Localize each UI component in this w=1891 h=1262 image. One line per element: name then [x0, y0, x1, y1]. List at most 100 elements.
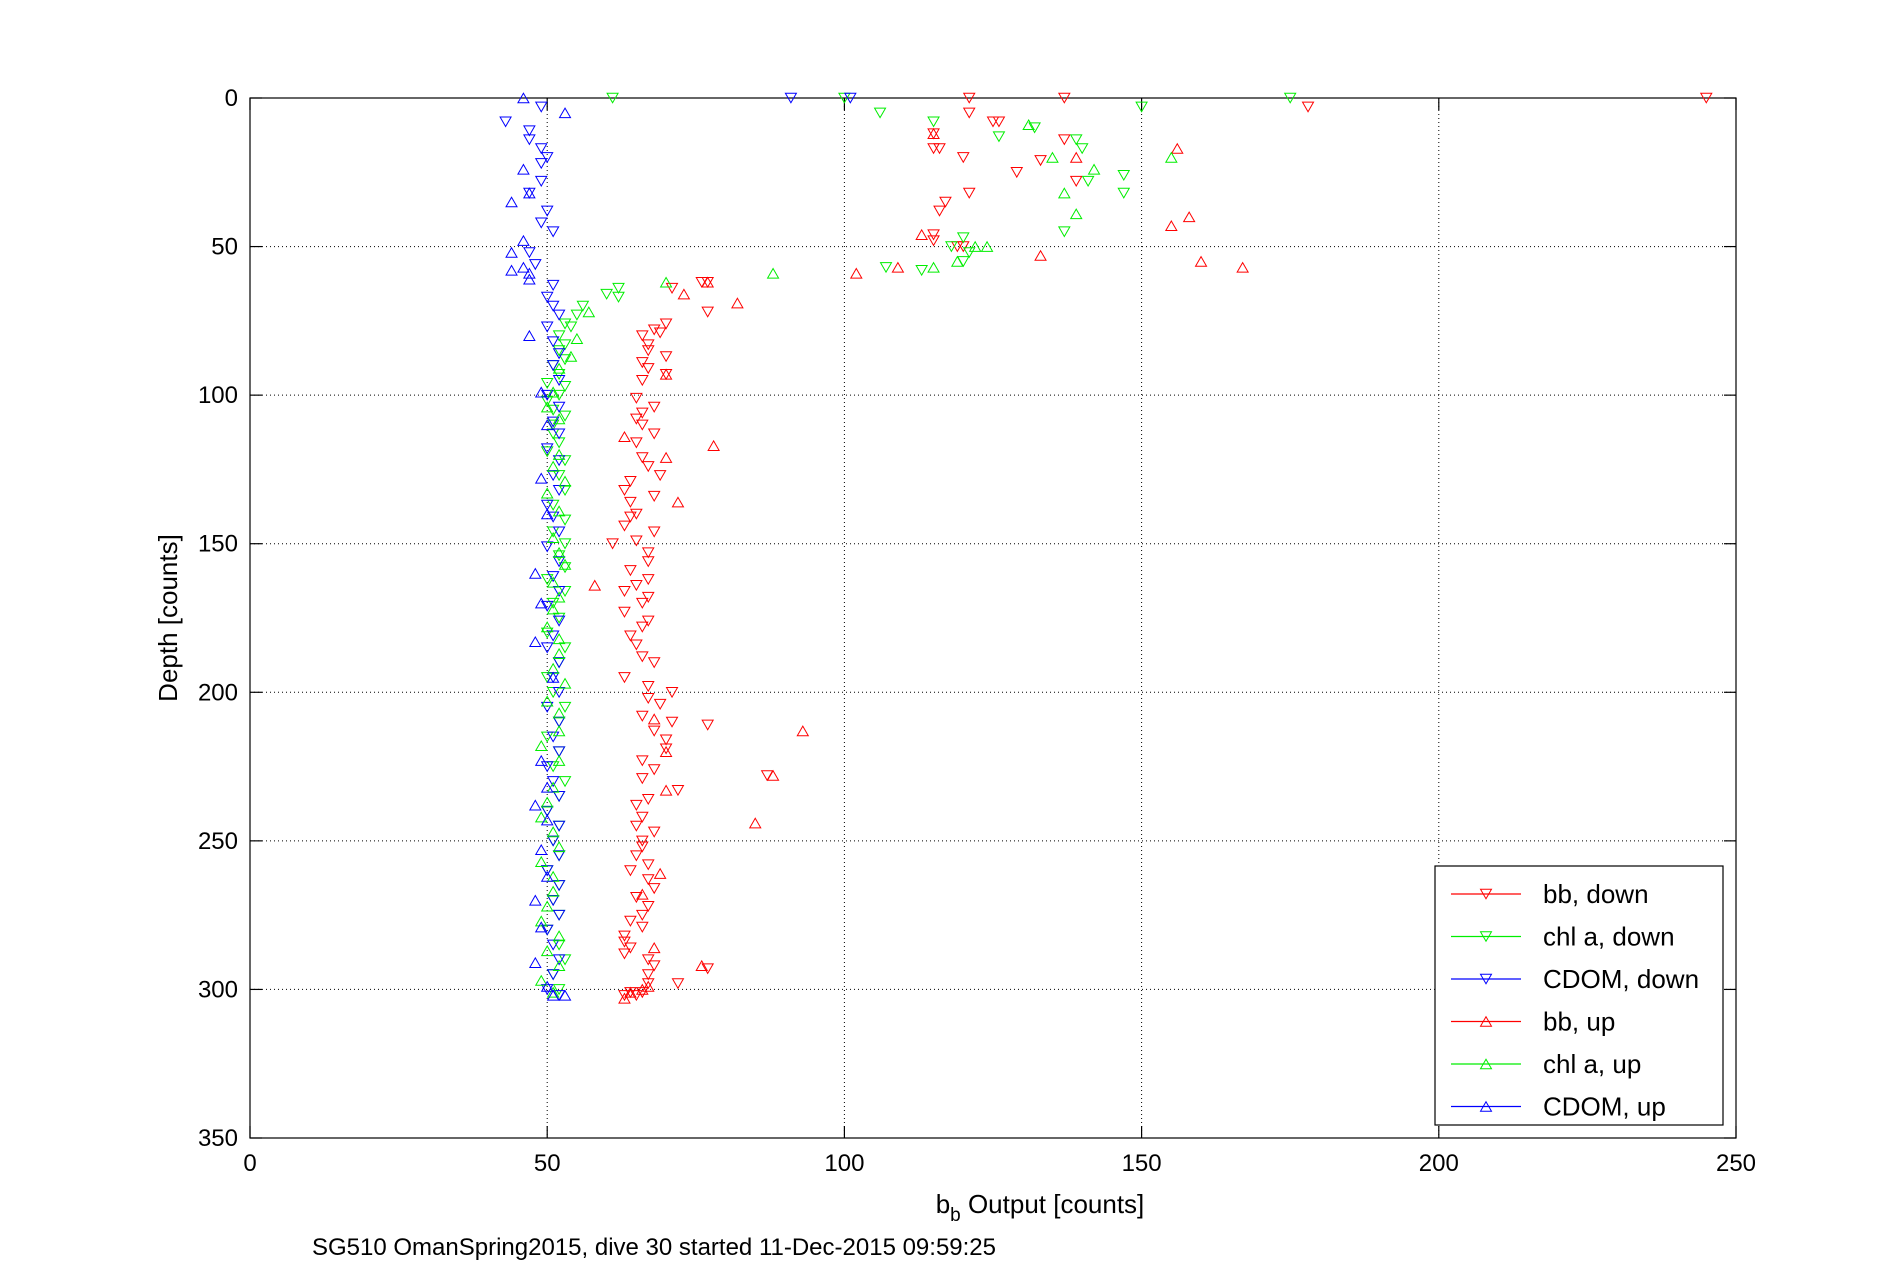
data-point — [588, 579, 602, 591]
data-point — [635, 357, 649, 369]
data-point — [552, 909, 566, 921]
data-point — [546, 531, 560, 544]
data-point — [534, 143, 548, 155]
data-point — [499, 116, 512, 128]
data-point — [635, 407, 649, 419]
data-point — [546, 989, 560, 1001]
legend-marker — [1479, 973, 1493, 985]
data-point — [618, 585, 631, 598]
data-point — [534, 101, 548, 113]
data-point — [891, 261, 905, 273]
data-point — [1236, 261, 1250, 273]
data-point — [540, 695, 554, 707]
data-point — [629, 535, 643, 547]
data-point — [1194, 255, 1208, 267]
data-point — [534, 855, 548, 867]
data-point — [540, 487, 554, 499]
data-point — [641, 339, 655, 351]
data-point — [552, 550, 566, 562]
data-point — [659, 368, 673, 380]
data-point — [552, 348, 566, 360]
data-point — [933, 143, 946, 155]
data-point — [962, 247, 976, 259]
data-point — [606, 538, 619, 550]
y-tick-label: 250 — [198, 828, 238, 855]
x-tick-label: 0 — [243, 1150, 256, 1177]
legend-box — [1434, 865, 1724, 1126]
data-point — [677, 288, 691, 300]
data-point — [540, 321, 554, 333]
data-point — [546, 776, 560, 788]
data-point — [540, 761, 554, 773]
data-point — [766, 267, 780, 279]
data-point — [635, 811, 649, 823]
data-point — [618, 948, 631, 960]
plot-frame — [249, 97, 1737, 1139]
data-point — [915, 228, 929, 240]
data-point — [546, 731, 560, 743]
x-tick-label: 250 — [1716, 1150, 1756, 1177]
data-point — [552, 448, 566, 460]
data-point — [915, 265, 929, 277]
data-point — [558, 538, 572, 550]
data-point — [1034, 249, 1047, 261]
data-point — [546, 895, 560, 907]
data-point — [552, 820, 566, 832]
data-point — [528, 259, 542, 271]
data-point — [927, 261, 940, 273]
data-point — [534, 739, 548, 752]
data-point — [635, 888, 649, 900]
data-point — [534, 974, 548, 986]
legend-label: chl a, down — [1543, 922, 1675, 952]
data-point — [986, 116, 1000, 128]
data-point — [576, 300, 590, 312]
data-point — [1182, 211, 1196, 223]
data-point — [552, 546, 566, 558]
data-point — [546, 939, 560, 951]
data-point — [659, 276, 673, 288]
data-point — [641, 692, 655, 705]
data-point — [641, 461, 655, 473]
data-point — [635, 921, 649, 933]
data-point — [1046, 151, 1059, 163]
data-point — [552, 484, 566, 497]
data-point — [956, 232, 970, 244]
data-point — [552, 850, 566, 862]
data-point — [546, 511, 560, 523]
data-point — [558, 514, 572, 526]
data-point — [635, 452, 649, 464]
data-point — [665, 716, 679, 728]
data-point — [552, 880, 566, 892]
data-point — [635, 419, 649, 431]
data-point — [1034, 155, 1047, 167]
data-point — [635, 841, 649, 853]
data-point — [635, 597, 649, 609]
data-point — [659, 734, 673, 746]
data-point — [523, 329, 536, 341]
data-point — [701, 963, 715, 975]
data-point — [540, 443, 554, 455]
footer-caption: SG510 OmanSpring2015, dive 30 started 11… — [312, 1234, 996, 1261]
data-point — [612, 282, 625, 294]
data-point — [992, 131, 1006, 143]
data-point — [618, 930, 631, 942]
data-point — [1283, 92, 1297, 104]
data-point — [647, 942, 661, 954]
data-point — [635, 773, 649, 785]
data-point — [540, 980, 554, 992]
data-point — [671, 978, 685, 990]
data-point — [927, 116, 940, 128]
data-point — [618, 990, 631, 1002]
y-tick-label: 200 — [198, 679, 238, 706]
series-0 — [606, 92, 1713, 1002]
data-point — [505, 246, 518, 258]
data-point — [659, 784, 673, 796]
data-point — [528, 894, 542, 906]
data-point — [784, 92, 798, 104]
data-point — [540, 446, 554, 458]
data-point — [624, 565, 637, 577]
data-point — [1069, 134, 1083, 146]
data-point — [552, 505, 566, 517]
data-point — [540, 805, 554, 817]
